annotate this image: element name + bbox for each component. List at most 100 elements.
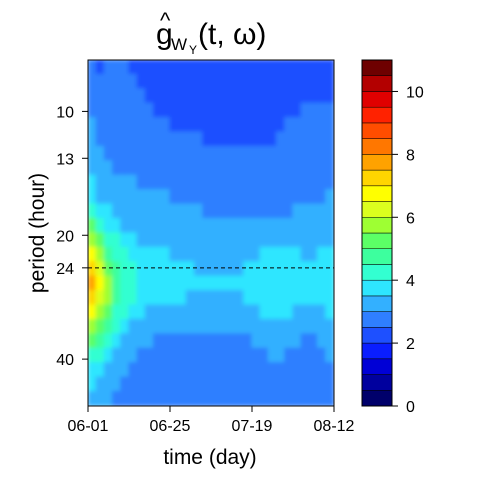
heatmap-cell <box>251 174 261 191</box>
heatmap-cell <box>136 102 146 119</box>
heatmap-cell <box>103 145 114 162</box>
heatmap-cell <box>95 318 105 335</box>
heatmap-cell <box>267 275 278 292</box>
heatmap-cell <box>95 88 105 104</box>
heatmap-cell <box>185 174 196 191</box>
heatmap-cell <box>308 232 319 249</box>
heatmap-cell <box>120 145 130 162</box>
heatmap-cell <box>251 102 261 119</box>
heatmap-cell <box>177 102 187 119</box>
heatmap-cell <box>300 88 310 104</box>
heatmap-cell <box>161 203 171 220</box>
heatmap-cell <box>144 88 155 104</box>
heatmap-cell <box>202 261 212 277</box>
heatmap-cell <box>136 333 146 349</box>
heatmap-cell <box>128 376 138 393</box>
heatmap-cell <box>267 217 278 234</box>
heatmap-cell <box>88 203 97 220</box>
heatmap-cell <box>243 131 253 148</box>
colorbar-tick-label: 4 <box>406 273 415 290</box>
heatmap-cell <box>276 318 286 335</box>
heatmap-cell <box>243 362 253 378</box>
heatmap-cell <box>308 88 319 104</box>
heatmap-cell <box>112 261 122 277</box>
heatmap-cell <box>177 160 187 176</box>
heatmap-cell <box>112 347 122 364</box>
heatmap-cell <box>251 232 261 249</box>
heatmap-cell <box>292 290 302 306</box>
heatmap-cell <box>144 347 155 364</box>
heatmap-cell <box>292 189 302 205</box>
heatmap-cell <box>169 174 179 191</box>
heatmap-cell <box>292 261 302 277</box>
heatmap-cell <box>95 390 105 406</box>
heatmap-cell <box>161 160 171 176</box>
heatmap-cell <box>210 333 220 349</box>
heatmap-cell <box>194 160 204 176</box>
heatmap-cell <box>103 131 114 148</box>
heatmap-cell <box>95 232 105 249</box>
heatmap-cell <box>103 117 114 133</box>
heatmap-cell <box>308 246 319 263</box>
heatmap-cell <box>210 174 220 191</box>
heatmap-cell <box>112 246 122 263</box>
heatmap-cell <box>95 160 105 176</box>
heatmap-cell <box>235 290 245 306</box>
heatmap-cell <box>317 117 327 133</box>
heatmap-cell <box>202 60 212 76</box>
heatmap-cell <box>235 174 245 191</box>
heatmap-cell <box>144 261 155 277</box>
heatmap-cell <box>218 189 228 205</box>
heatmap-cell <box>136 318 146 335</box>
heatmap-cell <box>243 88 253 104</box>
heatmap-cell <box>267 73 278 90</box>
heatmap-cell <box>226 189 237 205</box>
heatmap-cell <box>317 102 327 119</box>
heatmap-cell <box>276 390 286 406</box>
heatmap-cell <box>276 304 286 321</box>
heatmap-cell <box>169 189 179 205</box>
heatmap-cell <box>235 246 245 263</box>
heatmap-cell <box>169 390 179 406</box>
heatmap-cell <box>292 145 302 162</box>
heatmap-cell <box>325 131 334 148</box>
colorbar-segment <box>361 248 393 265</box>
heatmap-cell <box>308 73 319 90</box>
heatmap-cell <box>267 261 278 277</box>
heatmap-cell <box>243 390 253 406</box>
heatmap-cell <box>292 390 302 406</box>
heatmap-cell <box>325 390 334 406</box>
heatmap-cell <box>267 318 278 335</box>
heatmap-cell <box>226 73 237 90</box>
heatmap-cell <box>153 160 163 176</box>
heatmap-cell <box>251 362 261 378</box>
heatmap-cell <box>120 102 130 119</box>
heatmap-cell <box>194 376 204 393</box>
heatmap-cell <box>144 390 155 406</box>
heatmap-cell <box>185 160 196 176</box>
heatmap-cell <box>161 102 171 119</box>
heatmap-cell <box>251 73 261 90</box>
heatmap-cell <box>95 362 105 378</box>
colorbar-segment <box>361 138 393 155</box>
heatmap-cell <box>120 390 130 406</box>
heatmap-cell <box>226 275 237 292</box>
heatmap-cell <box>177 60 187 76</box>
heatmap-cell <box>153 102 163 119</box>
heatmap-cell <box>300 246 310 263</box>
heatmap-cell <box>88 275 97 292</box>
heatmap-cell <box>153 232 163 249</box>
heatmap-cell <box>218 73 228 90</box>
heatmap-cell <box>153 174 163 191</box>
heatmap-cell <box>95 145 105 162</box>
heatmap-cell <box>218 160 228 176</box>
heatmap-cell <box>185 189 196 205</box>
heatmap-cell <box>308 261 319 277</box>
heatmap-cell <box>251 290 261 306</box>
heatmap-cell <box>235 189 245 205</box>
heatmap-cell <box>120 246 130 263</box>
heatmap-cell <box>136 174 146 191</box>
heatmap-cell <box>300 304 310 321</box>
colorbar-segment <box>361 295 393 312</box>
heatmap-cell <box>300 117 310 133</box>
